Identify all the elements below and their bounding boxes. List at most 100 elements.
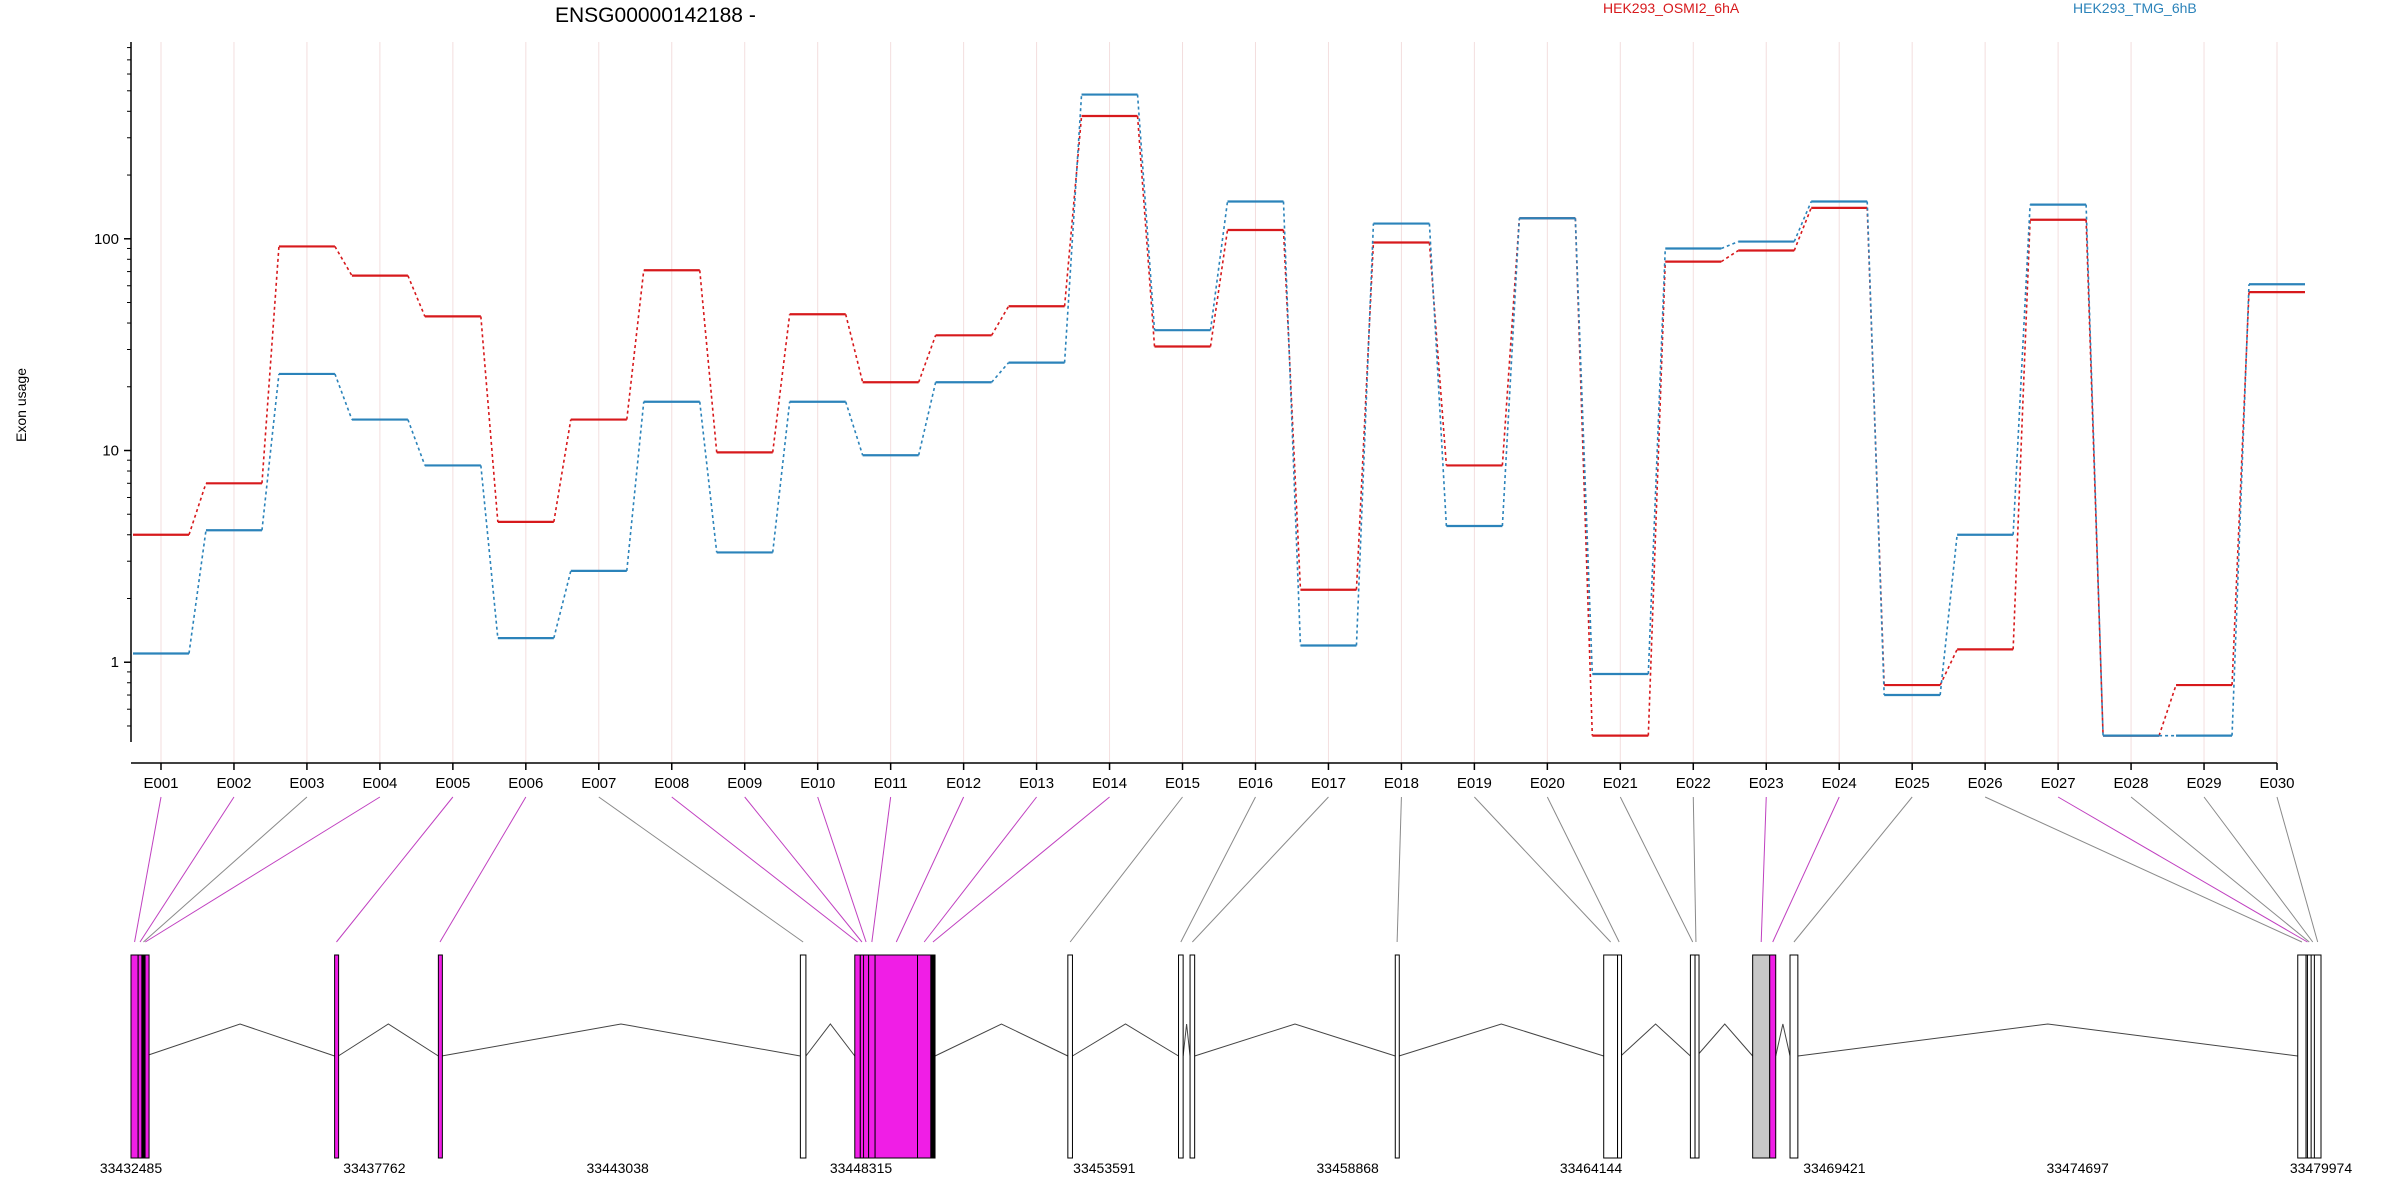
exon-label-E009: E009 xyxy=(727,775,762,792)
connector-E003 xyxy=(143,796,308,943)
exon-label-E020: E020 xyxy=(1530,775,1565,792)
series-2-transition-E021 xyxy=(1647,248,1667,675)
connector-E002 xyxy=(139,796,235,943)
coordinate-axis: 33432485 33437762 33443038 33448315 33453591… xyxy=(100,1160,2353,1176)
connector-E007 xyxy=(598,796,804,943)
exon-label-E017: E017 xyxy=(1311,775,1346,792)
exon-label-E001: E001 xyxy=(143,775,178,792)
exon-box-E030 xyxy=(2313,954,2322,1159)
connector-E024 xyxy=(1772,796,1840,943)
connector-E020 xyxy=(1546,796,1620,943)
intron-4 xyxy=(145,1023,335,1057)
y-axis-label: Exon usage xyxy=(13,368,29,442)
coord-label-7: 33464144 xyxy=(1560,1160,1623,1176)
connector-E030 xyxy=(2276,796,2319,943)
intron-18 xyxy=(1398,1023,1604,1057)
exon-label-E025: E025 xyxy=(1895,775,1930,792)
exon-label-E019: E019 xyxy=(1457,775,1492,792)
connector-E014 xyxy=(932,796,1110,943)
series-2-transition-E008 xyxy=(698,401,718,553)
series-1-transition-E015 xyxy=(1209,229,1229,347)
series-2-transition-E023 xyxy=(1793,201,1812,242)
intron-24 xyxy=(1775,1023,1791,1057)
exon-box-E006 xyxy=(437,954,443,1159)
intron-15 xyxy=(1072,1023,1179,1057)
axes: 1 10 100 xyxy=(94,42,2278,770)
connector-E028 xyxy=(2130,796,2310,943)
series-1-transition-E023 xyxy=(1793,207,1812,251)
series-2-transition-E026 xyxy=(2012,204,2031,535)
series-HEK293_OSMI2_6hA xyxy=(133,114,2305,737)
exon-label-E007: E007 xyxy=(581,775,616,792)
exon-box-E016 xyxy=(1178,954,1184,1159)
exon-label-E003: E003 xyxy=(289,775,324,792)
connector-E010 xyxy=(817,796,867,943)
connector-E015 xyxy=(1069,796,1183,943)
series-1-transition-E011 xyxy=(917,335,937,383)
series-HEK293_TMG_6hB xyxy=(133,93,2305,737)
series-2-transition-E002 xyxy=(261,373,280,531)
coord-label-5: 33453591 xyxy=(1073,1160,1136,1176)
series-2-transition-E027 xyxy=(2085,204,2104,736)
connector-E005 xyxy=(336,796,454,943)
exon-label-E024: E024 xyxy=(1822,775,1857,792)
series-1-transition-E024 xyxy=(1866,207,1885,686)
series-2-transition-E010 xyxy=(844,401,864,456)
connector-E016 xyxy=(1180,796,1256,943)
series-2-transition-E007 xyxy=(625,401,645,571)
y-tick-label-100: 100 xyxy=(94,231,119,248)
series-1-transition-E017 xyxy=(1355,242,1375,590)
series-2-transition-E015 xyxy=(1209,201,1229,331)
exon-box-E026 xyxy=(2297,954,2307,1159)
exon-box-E012 xyxy=(874,954,919,1159)
series-1-transition-E025 xyxy=(1939,649,1958,686)
series-1-transition-E008 xyxy=(698,270,718,453)
connector-E027 xyxy=(2057,796,2308,943)
series-1-transition-E026 xyxy=(2012,219,2031,650)
connector-E017 xyxy=(1191,796,1329,943)
series-2-transition-E020 xyxy=(1574,218,1594,675)
gene-model xyxy=(130,954,2322,1159)
series-2-transition-E022 xyxy=(1720,240,1739,250)
exon-box-E013 xyxy=(917,954,932,1159)
coord-label-10: 33479974 xyxy=(2290,1160,2353,1176)
connector-E018 xyxy=(1396,796,1402,943)
exon-box-E008 xyxy=(854,954,861,1159)
connector-E011 xyxy=(871,796,892,943)
intron-7 xyxy=(805,1023,856,1057)
series-2-transition-E011 xyxy=(917,382,937,456)
coord-label-2: 33437762 xyxy=(343,1160,406,1176)
exon-label-E013: E013 xyxy=(1019,775,1054,792)
exon-box-E011 xyxy=(868,954,876,1159)
chart-title: ENSG00000142188 - xyxy=(555,4,756,27)
series-2-transition-E025 xyxy=(1939,534,1958,696)
series-1-transition-E003 xyxy=(334,246,353,277)
exon-label-E002: E002 xyxy=(216,775,251,792)
exon-box-E004 xyxy=(144,954,150,1159)
intron-6 xyxy=(441,1023,801,1057)
series-1-transition-E005 xyxy=(480,316,499,522)
exon-label-E011: E011 xyxy=(874,775,908,792)
connector-E021 xyxy=(1619,796,1694,943)
series-2-transition-E004 xyxy=(407,419,426,466)
exon-label-E018: E018 xyxy=(1384,775,1419,792)
series-1-transition-E018 xyxy=(1428,242,1448,466)
series-2-transition-E001 xyxy=(188,530,207,654)
series-1-transition-E010 xyxy=(844,314,864,383)
connector-E023 xyxy=(1760,796,1767,943)
series-2-transition-E013 xyxy=(1063,94,1083,363)
y-tick-label-10: 10 xyxy=(102,443,119,460)
exon-label-E008: E008 xyxy=(654,775,689,792)
connector-E009 xyxy=(744,796,863,943)
series-2-transition-E016 xyxy=(1282,201,1302,646)
legend-series-b: HEK293_TMG_6hB xyxy=(2073,0,2197,16)
exon-label-E021: E021 xyxy=(1603,775,1638,792)
connector-E022 xyxy=(1692,796,1697,943)
exon-label-E014: E014 xyxy=(1092,775,1127,792)
series-1-transition-E021 xyxy=(1647,261,1667,736)
series-1-transition-E007 xyxy=(625,270,645,420)
series-2-transition-E019 xyxy=(1501,218,1521,527)
connector-E012 xyxy=(895,796,965,943)
series-1-transition-E006 xyxy=(553,419,572,523)
